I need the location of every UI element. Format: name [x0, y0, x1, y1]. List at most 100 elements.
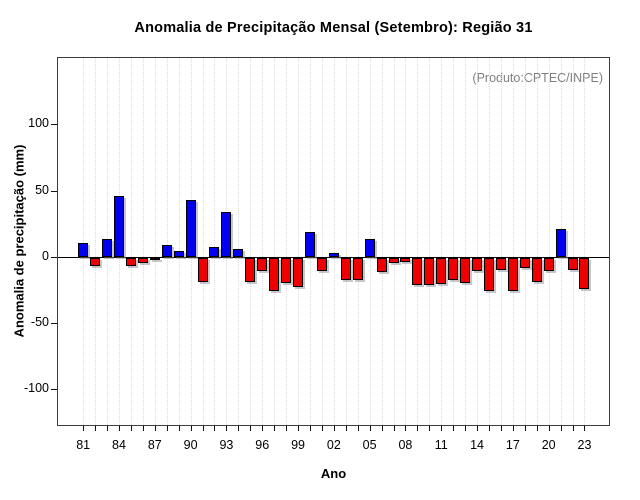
- x-tick-85: [130, 426, 132, 431]
- bar-year-16: [495, 257, 506, 270]
- x-tick-14: [477, 426, 479, 431]
- x-tick-00: [309, 426, 311, 431]
- x-axis-label: Ano: [320, 466, 347, 481]
- gridline-year-81: [83, 58, 85, 425]
- bar-year-88: [161, 244, 172, 257]
- gridline-year-95: [250, 58, 252, 425]
- bar-year-93: [221, 211, 232, 257]
- x-tick-86: [142, 426, 144, 431]
- x-tick-82: [95, 426, 97, 431]
- bar-year-90: [185, 199, 196, 257]
- bar-year-04: [352, 257, 363, 281]
- y-tick-label-100: 100: [28, 116, 49, 131]
- bar-year-05: [364, 239, 375, 257]
- bar-year-86: [137, 257, 148, 263]
- x-tick-99: [298, 426, 300, 431]
- gridline-year-03: [345, 58, 347, 425]
- x-tick-label-23: 23: [577, 438, 592, 452]
- x-tick-96: [262, 426, 264, 431]
- bar-year-09: [412, 257, 423, 286]
- x-tick-13: [465, 426, 467, 431]
- bar-year-91: [197, 257, 208, 282]
- bar-year-11: [436, 257, 447, 285]
- x-tick-01: [321, 426, 323, 431]
- gridline-year-22: [572, 58, 574, 425]
- bar-year-87: [149, 257, 160, 260]
- bar-year-01: [316, 257, 327, 271]
- gridline-year-01: [321, 58, 323, 425]
- x-tick-11: [441, 426, 443, 431]
- x-tick-91: [202, 426, 204, 431]
- gridline-year-20: [548, 58, 550, 425]
- x-tick-18: [524, 426, 526, 431]
- x-tick-label-02: 02: [326, 438, 341, 452]
- plot-area: (Produto:CPTEC/INPE): [57, 57, 610, 426]
- bar-year-81: [78, 243, 89, 257]
- bar-year-98: [281, 257, 292, 283]
- gridline-year-99: [298, 58, 300, 425]
- x-tick-label-05: 05: [362, 438, 377, 452]
- x-tick-17: [512, 426, 514, 431]
- bar-year-89: [173, 251, 184, 257]
- gridline-year-97: [274, 58, 276, 425]
- y-tick-label--100: -100: [23, 381, 49, 396]
- x-tick-10: [429, 426, 431, 431]
- x-tick-03: [345, 426, 347, 431]
- gridline-year-06: [381, 58, 383, 425]
- x-tick-19: [536, 426, 538, 431]
- x-tick-05: [369, 426, 371, 431]
- gridline-year-85: [130, 58, 132, 425]
- gridline-year-94: [238, 58, 240, 425]
- gridline-year-96: [262, 58, 264, 425]
- bar-year-08: [400, 257, 411, 262]
- gridline-year-09: [417, 58, 419, 425]
- x-tick-07: [393, 426, 395, 431]
- y-tick-50: [51, 190, 57, 192]
- chart-title: Anomalia de Precipitação Mensal (Setembr…: [134, 20, 533, 36]
- gridline-year-87: [154, 58, 156, 425]
- bar-year-06: [376, 257, 387, 273]
- x-tick-label-99: 99: [291, 438, 305, 452]
- gridline-year-14: [477, 58, 479, 425]
- x-tick-label-93: 93: [219, 438, 234, 452]
- gridline-year-15: [488, 58, 490, 425]
- y-tick-label-0: 0: [42, 248, 49, 263]
- x-tick-20: [548, 426, 550, 431]
- gridline-year-02: [333, 58, 335, 425]
- bar-year-15: [483, 257, 494, 291]
- gridline-year-89: [178, 58, 180, 425]
- bar-year-22: [567, 257, 578, 270]
- bar-year-83: [102, 239, 113, 257]
- x-tick-23: [584, 426, 586, 431]
- x-tick-92: [214, 426, 216, 431]
- x-tick-83: [107, 426, 109, 431]
- x-tick-label-96: 96: [255, 438, 270, 452]
- x-tick-89: [178, 426, 180, 431]
- bar-year-14: [472, 257, 483, 271]
- gridline-year-12: [453, 58, 455, 425]
- bar-year-07: [388, 257, 399, 263]
- bar-year-02: [328, 252, 339, 257]
- bar-year-84: [114, 195, 124, 257]
- gridline-year-92: [214, 58, 216, 425]
- gridline-year-86: [142, 58, 144, 425]
- gridline-year-08: [405, 58, 407, 425]
- bar-year-92: [209, 247, 220, 257]
- zero-line: [58, 256, 609, 258]
- y-tick-label--50: -50: [30, 314, 49, 329]
- x-tick-93: [226, 426, 228, 431]
- bar-year-99: [293, 257, 304, 287]
- bar-year-96: [257, 257, 268, 271]
- x-tick-label-90: 90: [183, 438, 198, 452]
- gridline-year-10: [429, 58, 431, 425]
- x-tick-label-11: 11: [434, 438, 448, 452]
- x-tick-09: [417, 426, 419, 431]
- x-tick-98: [286, 426, 288, 431]
- gridline-year-19: [536, 58, 538, 425]
- y-tick--100: [51, 389, 57, 391]
- y-tick-100: [51, 124, 57, 126]
- x-tick-label-14: 14: [470, 438, 484, 452]
- x-tick-88: [166, 426, 168, 431]
- bar-year-82: [90, 257, 101, 266]
